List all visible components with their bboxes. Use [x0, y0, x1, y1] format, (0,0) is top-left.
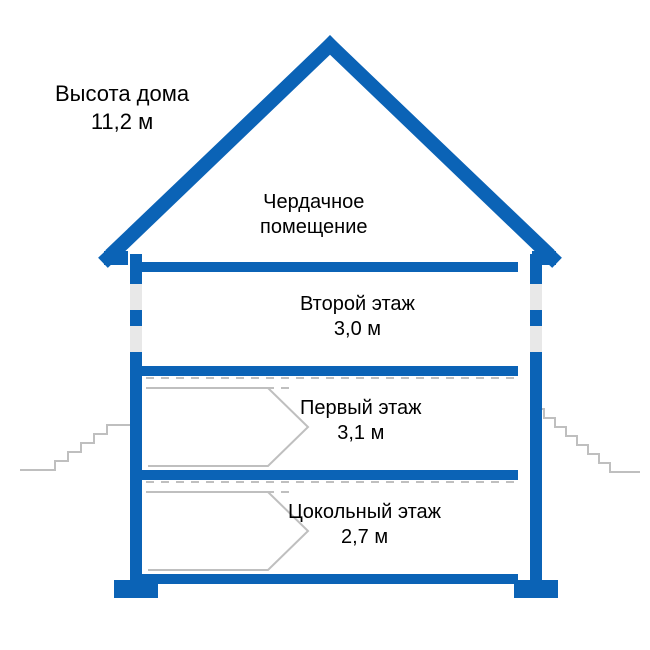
second-floor-label: Второй этаж 3,0 м [300, 292, 415, 342]
house-height-value: 11,2 м [55, 108, 189, 136]
basement-label: Цокольный этаж 2,7 м [288, 500, 441, 550]
attic-label: Чердачное помещение [260, 190, 368, 240]
house-height-title: Высота дома 11,2 м [55, 80, 189, 135]
first-floor-label: Первый этаж 3,1 м [300, 396, 422, 446]
house-section-diagram: Высота дома 11,2 м Чердачное помещение В… [0, 0, 650, 650]
house-height-label: Высота дома [55, 80, 189, 108]
